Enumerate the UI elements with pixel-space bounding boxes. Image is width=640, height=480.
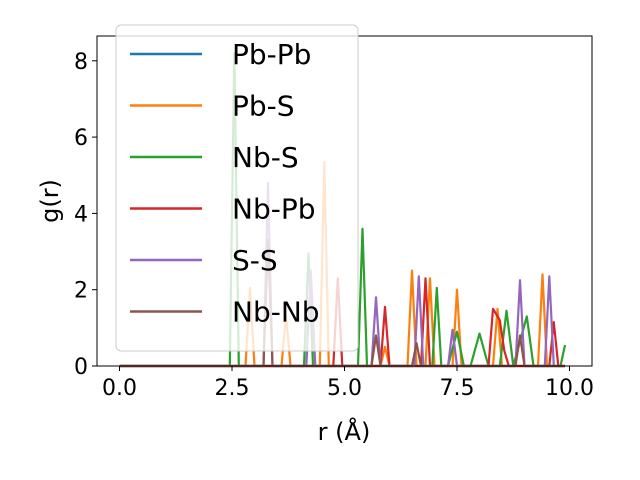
y-tick-label: 0 [74,355,88,380]
y-axis-label: g(r) [36,179,64,223]
y-tick-label: 4 [74,202,88,227]
x-axis-label: r (Å) [318,417,371,446]
x-tick-label: 7.5 [440,376,475,401]
legend: Pb-Pb Pb-S Nb-S Nb-Pb S-S Nb-Nb [115,24,359,352]
y-tick-label: 6 [74,126,88,151]
x-tick-label: 0.0 [102,376,137,401]
legend-label-nb-pb: Nb-Pb [232,193,315,226]
x-tick-label: 2.5 [215,376,250,401]
y-tick-label: 2 [74,279,88,304]
legend-label-nb-s: Nb-S [232,141,299,174]
x-tick-label: 5.0 [327,376,362,401]
x-tick-label: 10.0 [545,376,594,401]
legend-label-nb-nb: Nb-Nb [232,296,320,329]
legend-label-s-s: S-S [232,244,278,277]
legend-label-pb-s: Pb-S [232,90,295,123]
y-tick-label: 8 [74,50,88,75]
legend-label-pb-pb: Pb-Pb [232,38,311,71]
axes-layer: 0.0 2.5 5.0 7.5 10.0 0 2 4 6 8 [74,35,594,401]
